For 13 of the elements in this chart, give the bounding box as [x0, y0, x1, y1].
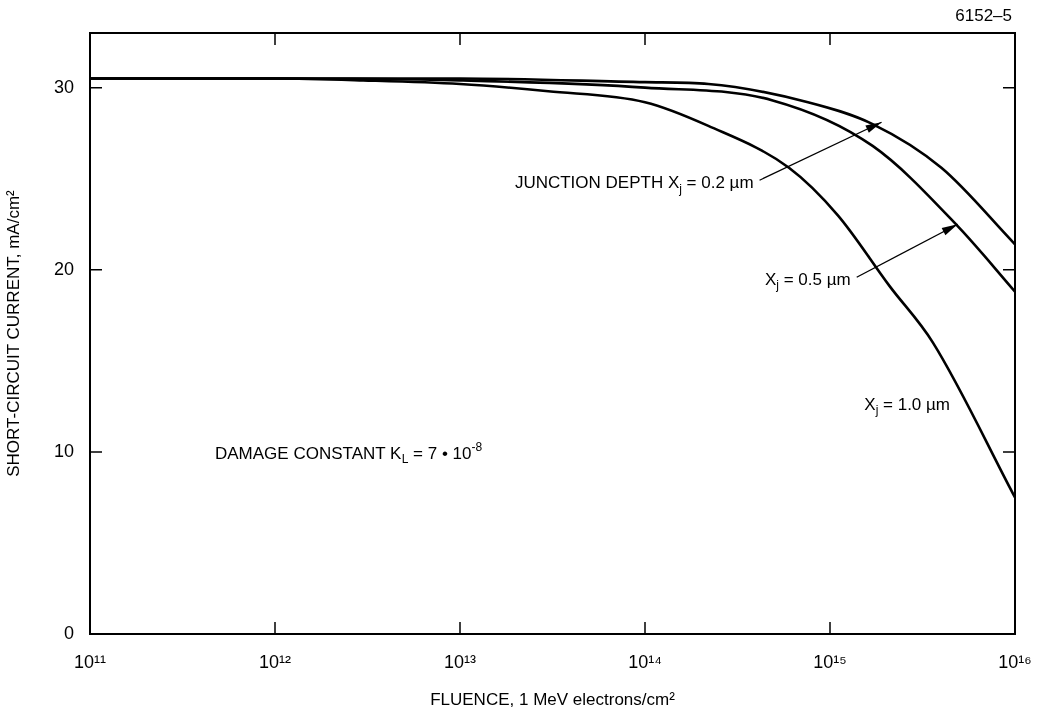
x-tick-label: 10¹⁶: [998, 651, 1032, 672]
x-tick-label: 10¹⁵: [813, 651, 847, 672]
x-tick-label: 10¹³: [443, 651, 477, 672]
y-tick-label: 30: [53, 76, 74, 97]
x-tick-label: 10¹⁴: [628, 651, 662, 672]
x-axis-title: FLUENCE, 1 MeV electrons/cm²: [430, 690, 676, 710]
x-tick-label: 10¹²: [258, 651, 292, 672]
y-axis-title: SHORT-CIRCUIT CURRENT, mA/cm²: [3, 189, 23, 477]
y-tick-label: 10: [53, 440, 74, 461]
y-tick-label: 0: [63, 622, 74, 643]
x-tick-label: 10¹¹: [73, 651, 107, 672]
text: 6152–5: [955, 5, 1013, 25]
y-tick-label: 20: [53, 258, 74, 279]
